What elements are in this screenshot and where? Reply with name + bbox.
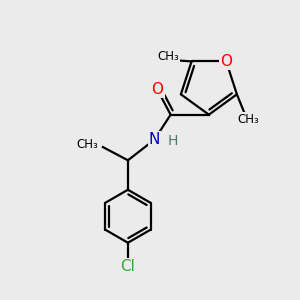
- Text: Cl: Cl: [121, 259, 135, 274]
- Text: O: O: [152, 82, 164, 97]
- Text: O: O: [220, 54, 232, 69]
- Text: H: H: [167, 134, 178, 148]
- Text: CH₃: CH₃: [238, 112, 260, 126]
- Text: N: N: [149, 132, 160, 147]
- Text: CH₃: CH₃: [77, 138, 98, 151]
- Text: CH₃: CH₃: [157, 50, 179, 63]
